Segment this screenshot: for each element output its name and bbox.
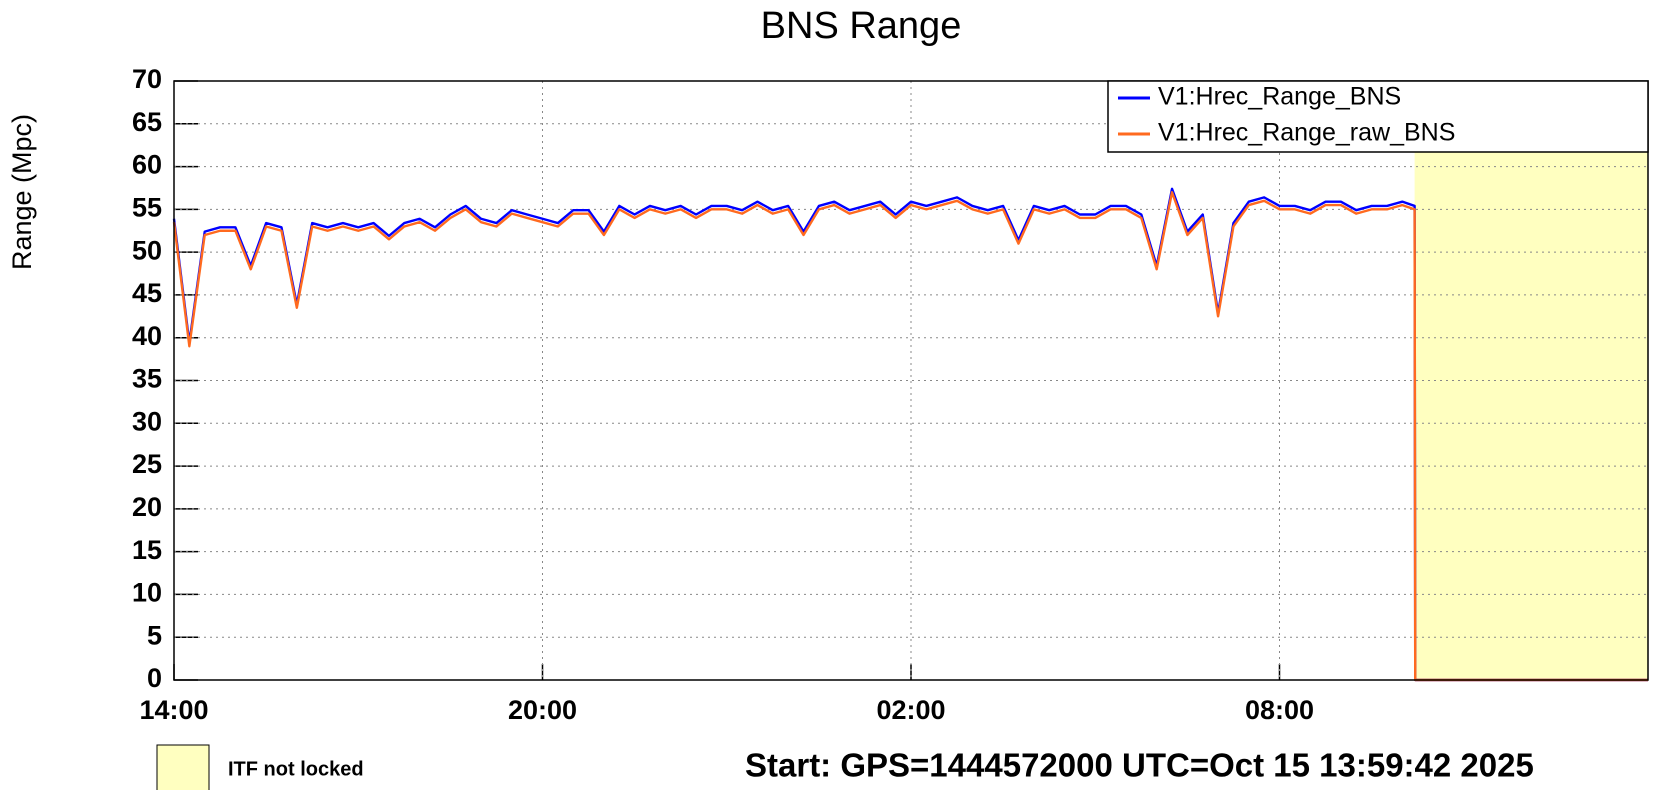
region-label: ITF not locked (228, 758, 364, 780)
y-tick-label: 25 (132, 449, 162, 479)
region-swatch (156, 744, 210, 790)
y-tick-label: 5 (147, 620, 162, 650)
plot-frame (173, 80, 1649, 681)
legend-box (1107, 80, 1649, 153)
y-tick-label: 70 (132, 64, 162, 94)
y-tick-label: 40 (132, 321, 162, 351)
y-tick-label: 55 (132, 192, 162, 222)
legend-label: V1:Hrec_Range_raw_BNS (1158, 119, 1455, 147)
y-tick-label: 60 (132, 150, 162, 180)
y-tick-label: 65 (132, 107, 162, 137)
series-line (172, 187, 1648, 682)
y-tick-label: 0 (147, 663, 162, 693)
y-tick-label: 30 (132, 406, 162, 436)
series-line (172, 191, 1648, 682)
x-tick-label: 02:00 (876, 695, 945, 725)
y-tick-label: 15 (132, 535, 162, 565)
y-tick-label: 20 (132, 492, 162, 522)
y-tick-label: 10 (132, 578, 162, 608)
y-tick-label: 35 (132, 364, 162, 394)
y-tick-label: 45 (132, 278, 162, 308)
legend-label: V1:Hrec_Range_BNS (1158, 83, 1401, 111)
x-tick-label: 08:00 (1245, 695, 1314, 725)
x-tick-label: 14:00 (139, 695, 208, 725)
y-tick-label: 50 (132, 235, 162, 265)
footer: Start: GPS=1444572000 UTC=Oct 15 13:59:4… (745, 747, 1534, 784)
x-tick-label: 20:00 (508, 695, 577, 725)
y-axis-label: Range (Mpc) (7, 114, 37, 270)
chart-title: BNS Range (761, 5, 962, 47)
